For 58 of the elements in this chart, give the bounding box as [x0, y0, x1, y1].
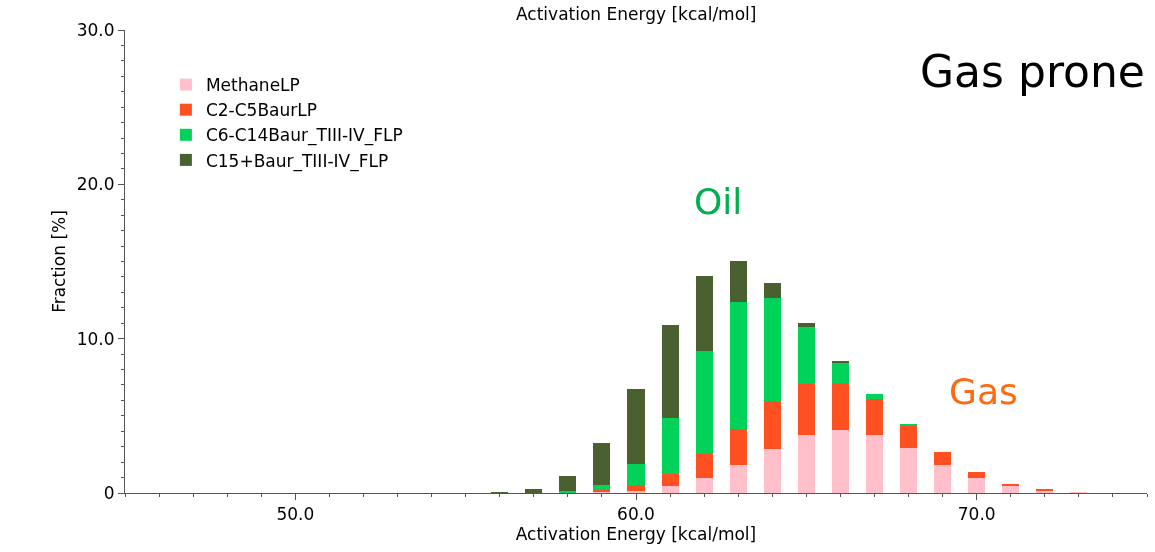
legend-label: C6-C14Baur_TIII-IV_FLP: [205, 125, 403, 147]
bar: [865, 394, 883, 400]
bar: [797, 326, 815, 384]
bar: [695, 351, 713, 455]
x-tick-label: 50.0: [276, 504, 315, 525]
bar: [968, 472, 986, 479]
y-tick-label: 10.0: [76, 328, 115, 349]
bar: [695, 478, 713, 493]
bar: [729, 260, 747, 303]
bar: [593, 484, 611, 490]
y-axis-title: Fraction [%]: [49, 210, 70, 313]
annotation: Gas prone: [920, 46, 1145, 97]
bar: [627, 388, 645, 465]
bar: [797, 383, 815, 436]
legend-label: MethaneLP: [205, 75, 300, 96]
bar: [627, 484, 645, 491]
y-tick-label: 30.0: [76, 19, 115, 40]
bar: [900, 425, 918, 449]
annotation: Oil: [694, 181, 743, 222]
bar: [695, 275, 713, 352]
x-tick-label: 70.0: [957, 504, 996, 525]
bar: [865, 399, 883, 436]
legend-label: C15+Baur_TIII-IV_FLP: [205, 150, 389, 172]
bar: [661, 324, 679, 418]
x2-axis-title: Activation Energy [kcal/mol]: [516, 4, 757, 24]
bar: [559, 476, 577, 491]
bar: [661, 473, 679, 487]
bar: [934, 452, 952, 465]
bar: [797, 435, 815, 493]
bar: [729, 302, 747, 429]
bar: [763, 297, 781, 402]
bar: [661, 486, 679, 493]
bar: [661, 417, 679, 474]
x-tick-label: 60.0: [617, 504, 655, 525]
bar: [1002, 486, 1020, 493]
bar: [831, 362, 849, 383]
bar: [627, 464, 645, 485]
bar: [831, 382, 849, 431]
bar: [797, 323, 815, 327]
legend-label: C2-C5BaurLP: [205, 100, 317, 121]
bar: [900, 448, 918, 493]
bar: [695, 454, 713, 479]
bar: [627, 490, 645, 493]
bar: [968, 478, 986, 493]
bar: [763, 282, 781, 298]
x-axis-title: Activation Energy [kcal/mol]: [515, 524, 757, 545]
y-tick-label: 20.0: [76, 174, 115, 195]
bar: [729, 465, 747, 493]
bar: [831, 430, 849, 493]
bar: [593, 443, 611, 485]
bar: [525, 488, 543, 493]
bar: [934, 464, 952, 493]
bar: [729, 428, 747, 466]
bar: [865, 435, 883, 493]
bar: [763, 448, 781, 493]
annotation: Gas: [949, 371, 1018, 412]
y-tick-label: 0: [103, 482, 115, 503]
bar: [763, 401, 781, 449]
